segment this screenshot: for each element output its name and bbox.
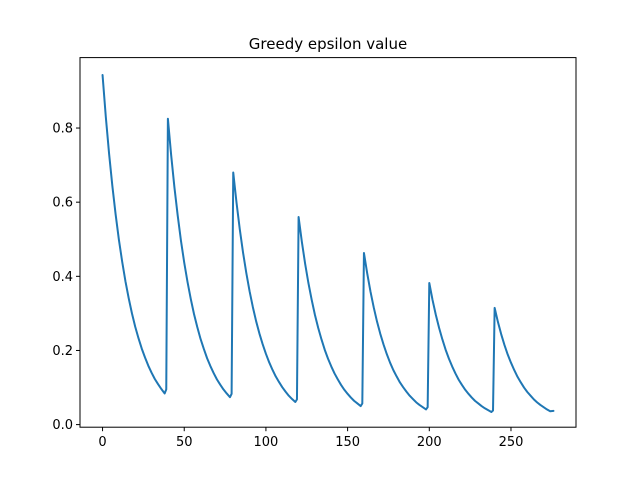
series-line-0 — [101, 74, 555, 413]
y-axis-ticks: 0.0 0.2 0.4 0.6 0.8 — [52, 122, 80, 433]
x-tick-label: 50 — [176, 435, 193, 450]
x-tick-label: 100 — [254, 435, 279, 450]
y-tick-label: 0.2 — [52, 344, 73, 359]
x-tick-label: 250 — [499, 435, 524, 450]
axes-frame — [79, 57, 577, 428]
x-tick-label: 0 — [98, 435, 106, 450]
chart-title: Greedy epsilon value — [249, 35, 407, 53]
y-tick-label: 0.4 — [52, 270, 73, 285]
x-tick-label: 150 — [335, 435, 360, 450]
x-tick-label: 200 — [417, 435, 442, 450]
y-tick-label: 0.8 — [52, 122, 73, 137]
y-tick-label: 0.0 — [52, 418, 73, 433]
x-axis-ticks: 0 50 100 150 200 250 — [98, 427, 523, 450]
y-tick-label: 0.6 — [52, 196, 73, 211]
plot-area — [101, 74, 555, 413]
